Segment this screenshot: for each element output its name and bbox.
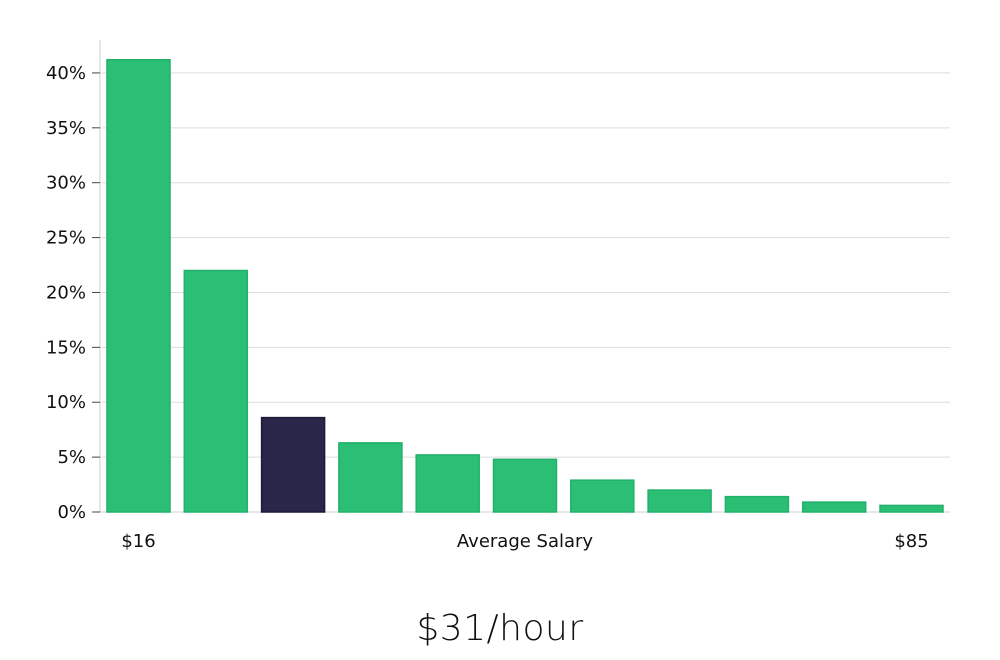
average-salary-value: $31/hour (416, 608, 584, 649)
bar (570, 479, 635, 513)
y-tick-label: 20% (46, 282, 86, 303)
bar-highlighted (260, 416, 326, 513)
bar (183, 269, 249, 513)
bar (492, 458, 558, 513)
x-tick-label-min: $16 (121, 531, 155, 552)
bar (338, 442, 403, 513)
y-axis-ticks: 0% 5% 10% 15% 20% 25% 30% 35% 40% (46, 63, 100, 523)
x-tick-label-max: $85 (894, 531, 928, 552)
y-tick-label: 35% (46, 118, 86, 139)
salary-distribution-chart: 0% 5% 10% 15% 20% 25% 30% 35% 40% $16 Average Sa… (46, 40, 950, 552)
bar (801, 501, 867, 513)
bar (106, 59, 171, 513)
bar (879, 504, 944, 513)
bar (647, 489, 712, 513)
bar (415, 454, 480, 513)
bar (724, 495, 790, 513)
x-axis-label: Average Salary (457, 531, 594, 552)
y-tick-label: 25% (46, 228, 86, 249)
y-tick-label: 40% (46, 63, 86, 84)
y-tick-label: 0% (57, 502, 86, 523)
y-tick-label: 5% (57, 447, 86, 468)
y-tick-label: 15% (46, 337, 86, 358)
y-tick-label: 10% (46, 392, 86, 413)
y-tick-label: 30% (46, 173, 86, 194)
bars (106, 59, 944, 513)
